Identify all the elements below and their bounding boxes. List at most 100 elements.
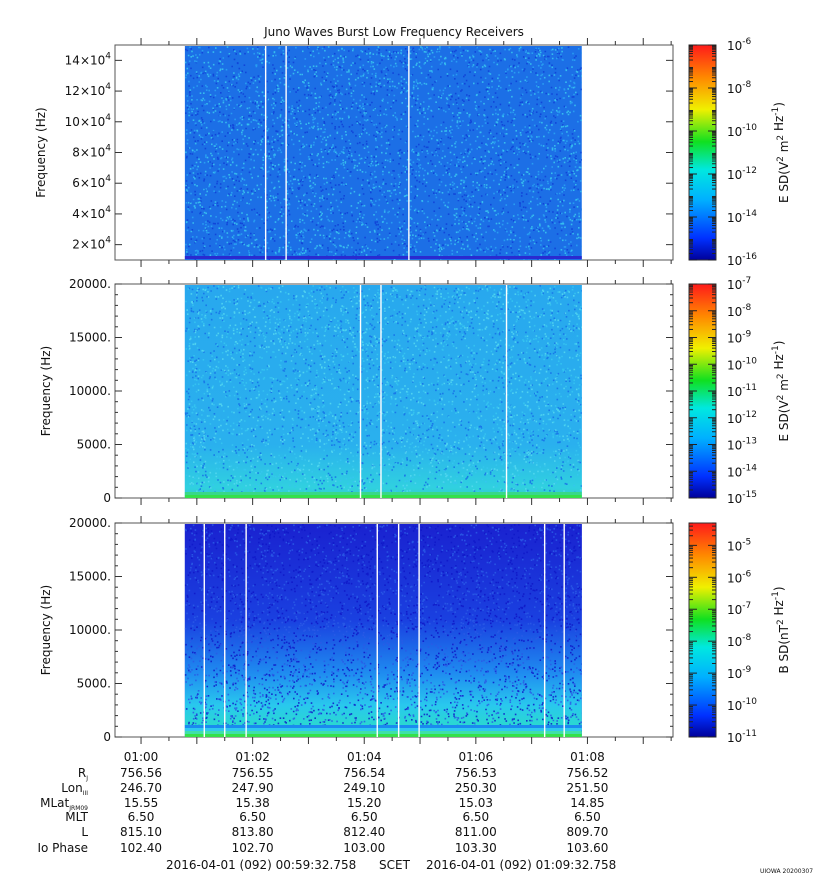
colorbar-tick-exponent: -12 (742, 410, 757, 420)
spectrogram-gradient (184, 524, 582, 737)
colorbar-tick-base: 10 (727, 278, 742, 292)
colorbar-tick-exponent: -8 (742, 80, 751, 90)
colorbar-label-part: E SD(V (777, 161, 791, 203)
colorbar-label: B SD(nT2 Hz-1) (771, 586, 791, 673)
ephemeris-value: 103.60 (566, 841, 608, 855)
colorbar: 10-1510-1410-1310-1210-1110-1010-910-810… (688, 276, 791, 506)
low-frequency-band (184, 731, 582, 734)
footer-start-time: 2016-04-01 (092) 00:59:32.758 (166, 858, 356, 872)
y-tick-mantissa: 8×10 (72, 146, 105, 160)
ephemeris-label: L (81, 825, 88, 839)
spectrogram-background (184, 46, 582, 260)
ephemeris-value: 756.53 (455, 766, 497, 780)
ephemeris-value: 246.70 (120, 781, 162, 795)
ephemeris-label-main: MLT (65, 810, 88, 824)
colorbar-tick-label: 10-13 (727, 437, 757, 453)
colorbar-tick-exponent: -11 (742, 729, 757, 739)
colorbar-tick-base: 10 (727, 412, 742, 426)
y-tick-mantissa: 6×10 (72, 176, 105, 190)
low-frequency-band (184, 492, 582, 495)
colorbar-tick-exponent: -7 (742, 601, 751, 611)
colorbar-scale (688, 522, 717, 738)
colorbar-tick-exponent: -6 (742, 37, 751, 47)
colorbar-label-sup: 2 (776, 619, 786, 625)
colorbar-tick-exponent: -14 (742, 463, 757, 473)
colorbar-label-sup: -1 (771, 591, 781, 600)
colorbar-label-sup: -1 (771, 345, 781, 354)
colorbar-tick-base: 10 (727, 254, 742, 268)
y-tick-mantissa: 4×10 (72, 207, 105, 221)
ephemeris-label: Io Phase (37, 841, 88, 855)
colorbar-tick-exponent: -11 (742, 383, 757, 393)
colorbar-tick-base: 10 (727, 571, 742, 585)
y-tick-exponent: 4 (105, 236, 111, 246)
colorbar-tick-label: 10-6 (727, 569, 752, 585)
colorbar-tick-base: 10 (727, 699, 742, 713)
ephemeris-value: 811.00 (455, 825, 497, 839)
colorbar-tick-base: 10 (727, 82, 742, 96)
colorbar-label-part: m (777, 141, 791, 157)
ephemeris-value: 250.30 (455, 781, 497, 795)
colorbar-tick-base: 10 (727, 603, 742, 617)
colorbar-tick-label: 10-8 (727, 80, 752, 96)
y-tick-exponent: 4 (105, 205, 111, 215)
y-tick-label: 0 (103, 491, 111, 505)
spectrogram-panel-1: 2×1044×1046×1048×10410×10412×10414×104Fr… (34, 37, 791, 268)
colorbar-tick-base: 10 (727, 332, 742, 346)
y-tick-label: 15000. (69, 570, 111, 584)
colorbar-label-sup: 2 (776, 156, 786, 162)
ephemeris-value: 756.54 (343, 766, 385, 780)
y-axis-label: Frequency (Hz) (39, 346, 53, 437)
spectrogram-speckle (184, 285, 582, 498)
ephemeris-value: 6.50 (128, 810, 155, 824)
ephemeris-label-sub: III (83, 790, 89, 797)
colorbar-tick-base: 10 (727, 465, 742, 479)
ephemeris-value: 247.90 (232, 781, 274, 795)
y-tick-exponent: 4 (105, 113, 111, 123)
ephemeris-value: 815.10 (120, 825, 162, 839)
colorbar-tick-base: 10 (727, 305, 742, 319)
low-frequency-band (184, 495, 582, 498)
colorbar-tick-exponent: -12 (742, 166, 757, 176)
ephemeris-label-sub: J (85, 775, 88, 782)
colorbar-tick-label: 10-6 (727, 37, 752, 53)
ephemeris-value: 251.50 (566, 781, 608, 795)
colorbar-tick-label: 10-9 (727, 665, 752, 681)
y-tick-label: 10000. (69, 623, 111, 637)
ephemeris-label-main: R (78, 766, 86, 780)
y-tick-exponent: 4 (105, 51, 111, 61)
y-tick-label: 12×104 (65, 82, 112, 98)
ephemeris-label-main: MLat (40, 796, 69, 810)
ephemeris-label-main: Lon (61, 781, 82, 795)
ephemeris-value: 15.03 (459, 796, 493, 810)
colorbar-tick-label: 10-8 (727, 633, 752, 649)
low-frequency-band (184, 256, 582, 259)
ephemeris-value: 102.40 (120, 841, 162, 855)
colorbar-tick-label: 10-15 (727, 490, 757, 506)
colorbar-tick-label: 10-10 (727, 123, 757, 139)
ephemeris-label: MLT (65, 810, 88, 824)
spectrogram-data (184, 285, 582, 498)
ephemeris-value: 756.56 (120, 766, 162, 780)
colorbar-tick-exponent: -9 (742, 330, 751, 340)
colorbar-scale (688, 44, 717, 261)
colorbar-tick-exponent: -7 (742, 276, 751, 286)
colorbar-label-sup: 2 (776, 135, 786, 141)
ephemeris-value: 756.55 (232, 766, 274, 780)
ephemeris-label: LonIII (61, 781, 88, 797)
y-tick-mantissa: 12×10 (65, 84, 106, 98)
ephemeris-value: 756.52 (566, 766, 608, 780)
colorbar-tick-exponent: -8 (742, 633, 751, 643)
ephemeris-value: 15.20 (347, 796, 381, 810)
colorbar-tick-exponent: -5 (742, 537, 751, 547)
colorbar-label: E SD(V2 m2 Hz-1) (771, 102, 791, 203)
colorbar-label-part: Hz (772, 354, 786, 373)
x-tick-label: 01:02 (235, 750, 270, 764)
ephemeris-value: 6.50 (351, 810, 378, 824)
spectrogram-panel-2: 0 5000. 10000. 15000. 20000. Frequency (Hz) 10… (39, 276, 791, 506)
y-tick-label: 20000. (69, 277, 111, 291)
low-frequency-band (184, 734, 582, 737)
colorbar-label-part: Hz (772, 116, 786, 135)
spectrogram-data (184, 524, 582, 737)
